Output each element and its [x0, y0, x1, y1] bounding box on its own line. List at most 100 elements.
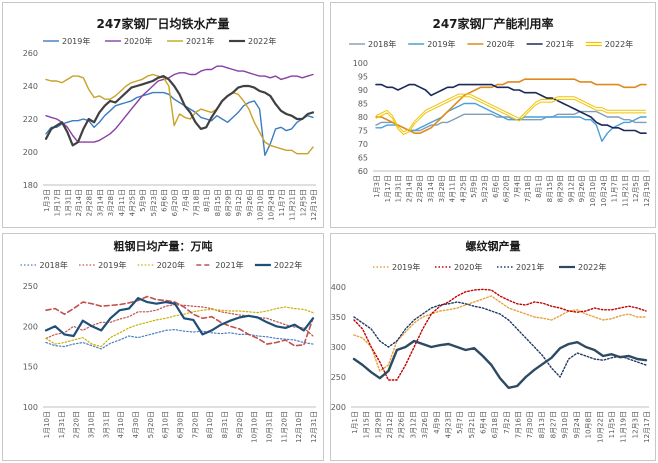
x-tick-label: 8月1日	[203, 189, 211, 212]
legend-entry: 2020年	[467, 39, 515, 49]
legend-entry: 2019年	[79, 260, 126, 270]
legend-entry: 2020年	[137, 260, 185, 270]
x-tick-label: 1月3日	[373, 175, 381, 198]
x-tick-label: 8月15日	[214, 189, 222, 216]
x-tick-label: 2月14日	[405, 175, 413, 202]
legend-entry: 2019年	[373, 262, 420, 272]
x-tick-label: 7月18日	[193, 189, 201, 216]
y-tick-label: 200	[331, 403, 346, 412]
series-line	[45, 329, 314, 350]
legend-label: 2022年	[605, 39, 633, 49]
x-tick-label: 4月11日	[118, 189, 126, 216]
x-tick-label: 2月14日	[75, 189, 83, 216]
x-tick-label: 9月10日	[561, 411, 569, 438]
x-tick-label: 8月10日	[206, 411, 214, 438]
x-tick-label: 9月26日	[246, 189, 254, 216]
x-tick-label: 8月1日	[535, 175, 543, 198]
x-tick-label: 2月26日	[398, 411, 406, 438]
x-tick-label: 4月10日	[117, 411, 125, 438]
x-tick-label: 12月5日	[632, 175, 640, 202]
x-tick-label: 3月10日	[88, 411, 96, 438]
x-tick-label: 10月22日	[596, 411, 604, 443]
x-tick-label: 7月4日	[182, 189, 190, 212]
x-tick-label: 10月24日	[267, 189, 275, 221]
x-tick-label: 8月29日	[557, 175, 565, 202]
legend-label: 2022年	[274, 260, 302, 270]
y-tick-label: 100	[23, 403, 38, 412]
x-tick-label: 2月28日	[416, 175, 424, 202]
x-tick-label: 6月4日	[479, 411, 487, 434]
legend-label: 2019年	[392, 262, 420, 272]
legend-entry: 2018年	[349, 39, 396, 49]
y-tick-label: 240	[23, 82, 38, 91]
legend-label: 2021年	[546, 39, 574, 49]
capacity-utilization-chart: 247家钢厂产能利用率 2018年 2019年 2020年 2021年 2022年 60 65…	[349, 16, 651, 207]
legend-entry: 2022年	[559, 262, 606, 272]
y-tick-label: 350	[331, 313, 346, 322]
iron-output-chart: 247家钢厂日均铁水产量 2019年 2020年 2021年 2022年 180 200 22…	[23, 16, 318, 221]
legend-entry: 2020年	[105, 36, 152, 46]
y-tick-label: 100	[353, 59, 368, 68]
x-tick-label: 6月20日	[171, 189, 179, 216]
x-tick-label: 5月7日	[456, 411, 464, 434]
x-tick-label: 4月25日	[459, 175, 467, 202]
legend-entry: 2021年	[526, 39, 574, 49]
y-tick-label: 180	[23, 181, 38, 190]
x-tick-label: 7月4日	[513, 175, 521, 198]
x-tick-label: 4月30日	[132, 411, 140, 438]
x-tick-label: 12月10日	[295, 411, 303, 443]
x-tick-label: 8月29日	[225, 189, 233, 216]
series-line	[44, 297, 315, 338]
x-tick-label: 7月18日	[524, 175, 532, 202]
legend-label: 2018年	[368, 39, 396, 49]
y-tick-label: 250	[23, 282, 38, 291]
legend-label: 2022年	[578, 262, 606, 272]
x-tick-label: 5月23日	[150, 189, 158, 216]
legend-label: 2022年	[248, 36, 276, 46]
y-tick-label: 260	[23, 49, 38, 58]
x-tick-label: 1月10日	[43, 411, 51, 438]
crude-steel-chart-panel: 粗钢日均产量：万吨 2018年 2019年 2020年 2021年 2022年 100 150…	[2, 233, 324, 461]
x-tick-label: 3月28日	[438, 175, 446, 202]
x-tick-label: 1月17日	[384, 175, 392, 202]
x-tick-label: 6月6日	[160, 189, 168, 212]
x-tick-label: 7月20日	[191, 411, 199, 438]
x-tick-label: 8月31日	[221, 411, 229, 438]
legend-label: 2020年	[124, 36, 152, 46]
series-line	[352, 339, 648, 389]
series-line	[375, 83, 647, 134]
x-tick-label: 4月9日	[433, 411, 441, 434]
x-tick-label: 3月14日	[427, 175, 435, 202]
legend-entry: 2021年	[167, 36, 214, 46]
x-tick-label: 6月30日	[177, 411, 185, 438]
x-tick-label: 5月9日	[139, 189, 147, 212]
x-tick-label: 1月29日	[374, 411, 382, 438]
x-tick-label: 11月7日	[611, 175, 619, 202]
x-tick-label: 5月9日	[470, 175, 478, 198]
legend-entry: 2022年	[254, 260, 302, 270]
x-tick-label: 11月5日	[608, 411, 616, 438]
y-tick-label: 75	[358, 127, 368, 136]
x-tick-label: 11月19日	[620, 411, 628, 443]
series-line	[375, 102, 647, 142]
legend-entry: 2018年	[20, 260, 68, 270]
x-tick-label: 2月20日	[73, 411, 81, 438]
x-tick-label: 2月28日	[86, 189, 94, 216]
series-line	[45, 65, 314, 143]
x-tick-label: 1月3日	[43, 189, 51, 212]
legend-entry: 2019年	[43, 36, 90, 46]
chart-title: 247家钢厂产能利用率	[432, 16, 553, 31]
y-tick-label: 70	[358, 140, 368, 149]
crude-steel-chart: 粗钢日均产量：万吨 2018年 2019年 2020年 2021年 2022年 100 150…	[20, 239, 318, 443]
chart-title: 螺纹钢产量	[466, 239, 521, 253]
legend-label: 2021年	[186, 36, 214, 46]
x-tick-label: 9月12日	[567, 175, 575, 202]
y-tick-label: 95	[358, 73, 368, 82]
x-tick-label: 9月26日	[578, 175, 586, 202]
x-tick-label: 7月30日	[526, 411, 534, 438]
x-tick-label: 11月21日	[621, 175, 629, 207]
x-tick-label: 11月7日	[278, 189, 286, 216]
legend-entry: 2019年	[408, 39, 456, 49]
legend-entry: 2022年	[585, 39, 633, 49]
y-tick-label: 65	[358, 154, 368, 163]
